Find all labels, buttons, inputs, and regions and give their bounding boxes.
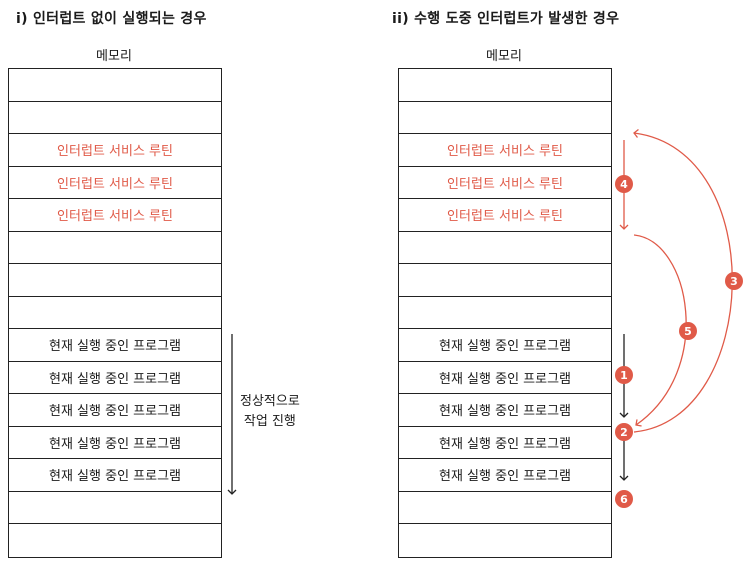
memory-cell — [399, 297, 611, 329]
right-memory-label: 메모리 — [486, 49, 522, 64]
memory-cell — [9, 69, 221, 102]
step-badge-1: 1 — [615, 366, 633, 384]
step-badge-2: 2 — [615, 423, 633, 441]
step-badge-3: 3 — [725, 272, 743, 290]
memory-cell — [9, 102, 221, 134]
left-memory-block: 인터럽트 서비스 루틴 인터럽트 서비스 루틴 인터럽트 서비스 루틴 현재 실… — [8, 68, 222, 558]
memory-cell-program: 현재 실행 중인 프로그램 — [399, 459, 611, 492]
step-badge-1-label: 1 — [620, 369, 628, 382]
right-memory-block: 인터럽트 서비스 루틴 인터럽트 서비스 루틴 인터럽트 서비스 루틴 현재 실… — [398, 68, 612, 558]
memory-cell-program: 현재 실행 중인 프로그램 — [9, 362, 221, 394]
step-badge-5-label: 5 — [684, 325, 692, 338]
memory-cell-program: 현재 실행 중인 프로그램 — [9, 427, 221, 459]
memory-cell-program: 현재 실행 중인 프로그램 — [399, 427, 611, 459]
memory-cell — [9, 492, 221, 524]
left-memory-label: 메모리 — [96, 49, 132, 64]
jump-to-isr-arrow — [633, 129, 733, 433]
memory-cell-program: 현재 실행 중인 프로그램 — [399, 394, 611, 427]
memory-cell-program: 현재 실행 중인 프로그램 — [9, 329, 221, 362]
memory-cell — [9, 297, 221, 329]
memory-cell — [399, 102, 611, 134]
step-badge-4: 4 — [615, 175, 633, 193]
right-title: ii) 수행 도중 인터럽트가 발생한 경우 — [392, 11, 620, 27]
memory-cell-isr: 인터럽트 서비스 루틴 — [399, 134, 611, 167]
normal-progress-note: 정상적으로 작업 진행 — [240, 392, 300, 432]
step-badge-6-label: 6 — [620, 493, 628, 506]
memory-cell-isr: 인터럽트 서비스 루틴 — [9, 167, 221, 199]
memory-cell-program: 현재 실행 중인 프로그램 — [399, 362, 611, 394]
memory-cell-program: 현재 실행 중인 프로그램 — [9, 459, 221, 492]
memory-cell-isr: 인터럽트 서비스 루틴 — [9, 199, 221, 232]
memory-cell-isr: 인터럽트 서비스 루틴 — [9, 134, 221, 167]
memory-cell — [9, 264, 221, 297]
memory-cell — [9, 232, 221, 264]
note-line-2: 작업 진행 — [243, 414, 296, 429]
step-badge-4-label: 4 — [620, 178, 628, 191]
memory-cell — [399, 492, 611, 524]
step-badge-2-label: 2 — [620, 426, 628, 439]
note-line-1: 정상적으로 — [240, 394, 300, 409]
memory-cell-program: 현재 실행 중인 프로그램 — [9, 394, 221, 427]
memory-cell-program: 현재 실행 중인 프로그램 — [399, 329, 611, 362]
memory-cell — [399, 264, 611, 297]
step-badge-3-label: 3 — [730, 275, 738, 288]
step-badge-6: 6 — [615, 490, 633, 508]
left-title: i) 인터럽트 없이 실행되는 경우 — [16, 11, 207, 27]
memory-cell-isr: 인터럽트 서비스 루틴 — [399, 199, 611, 232]
step-badge-5: 5 — [679, 322, 697, 340]
memory-cell — [399, 232, 611, 264]
memory-cell — [399, 69, 611, 102]
return-from-isr-arrow — [633, 234, 687, 427]
memory-cell-isr: 인터럽트 서비스 루틴 — [399, 167, 611, 199]
